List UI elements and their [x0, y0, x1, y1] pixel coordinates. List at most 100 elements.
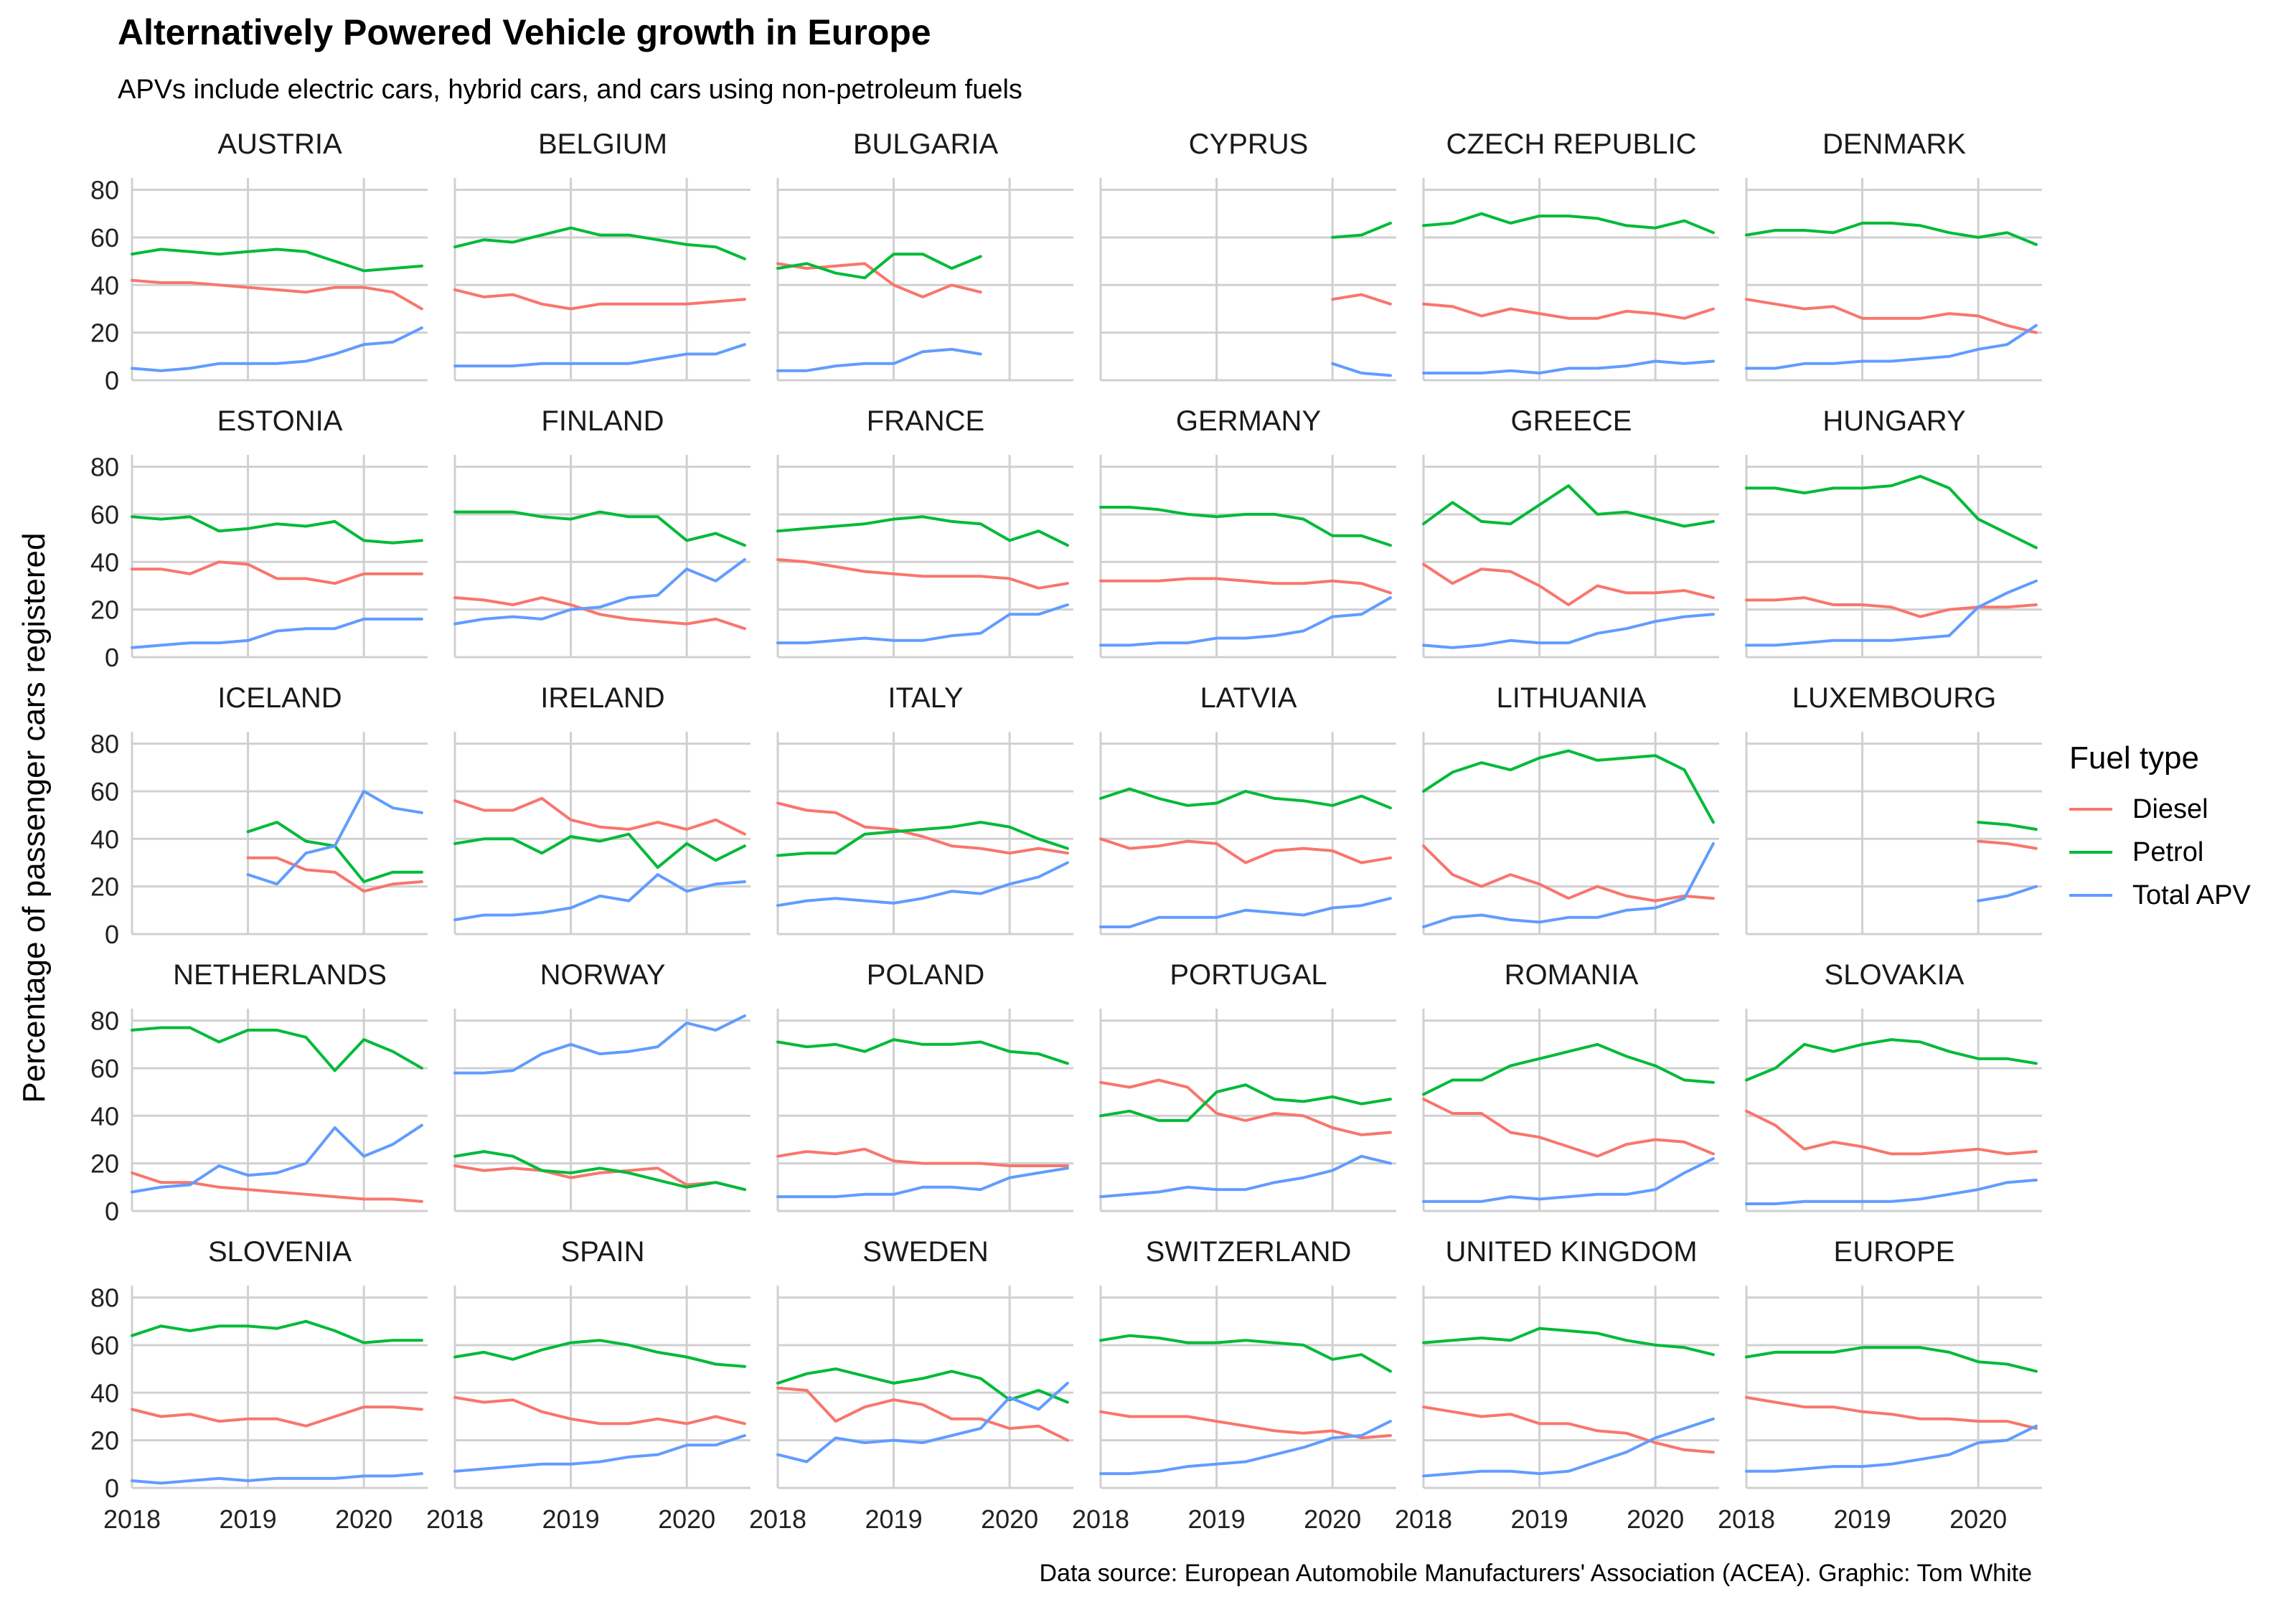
x-tick-label: 2020 — [1627, 1504, 1684, 1534]
series-line-petrol — [453, 1150, 746, 1192]
x-tick-label: 2020 — [335, 1504, 392, 1534]
x-tick-label: 2018 — [1718, 1504, 1775, 1534]
panel-title: DENMARK — [1822, 128, 1966, 160]
legend-label-total-apv: Total APV — [2132, 880, 2251, 910]
y-tick-label: 80 — [90, 176, 119, 205]
panel-netherlands: NETHERLANDS 0 20 40 60 80 — [90, 959, 428, 1226]
y-tick-label: 80 — [90, 730, 119, 759]
series-line-petrol — [1331, 222, 1392, 239]
series-line-total-apv — [1422, 842, 1715, 928]
x-tick-label: 2019 — [1188, 1504, 1246, 1534]
panel-title: POLAND — [867, 959, 985, 991]
series-line-total-apv — [776, 1382, 1069, 1464]
series-line-total-apv — [776, 347, 982, 372]
panel-finland: FINLAND — [453, 405, 751, 659]
x-tick-label: 2020 — [1304, 1504, 1361, 1534]
series-line-total-apv — [1099, 897, 1392, 928]
series-line-diesel — [776, 558, 1069, 590]
series-line-diesel — [1099, 1410, 1392, 1440]
x-tick-label: 2018 — [1072, 1504, 1129, 1534]
series-line-total-apv — [1099, 596, 1392, 647]
panel-title: SLOVAKIA — [1825, 959, 1965, 991]
series-line-petrol — [1422, 484, 1715, 528]
legend-item-diesel: Diesel — [2069, 788, 2251, 831]
series-line-total-apv — [1422, 1417, 1715, 1478]
series-line-diesel — [453, 596, 746, 631]
series-line-total-apv — [246, 789, 423, 886]
y-tick-label: 0 — [105, 1197, 119, 1226]
series-line-total-apv — [1422, 1157, 1715, 1203]
y-tick-label: 40 — [90, 547, 119, 577]
series-line-diesel — [1745, 1109, 2038, 1156]
series-line-diesel — [453, 1164, 746, 1192]
panel-title: UNITED KINGDOM — [1445, 1236, 1697, 1268]
series-line-petrol — [453, 1339, 746, 1368]
panel-title: EUROPE — [1834, 1236, 1955, 1268]
panel-portugal: PORTUGAL — [1099, 959, 1396, 1212]
series-line-diesel — [776, 262, 982, 298]
x-tick-label: 2020 — [658, 1504, 715, 1534]
panel-spain: SPAIN 2018 2019 2020 — [426, 1236, 751, 1534]
legend: Fuel type Diesel Petrol Total APV — [2069, 740, 2251, 917]
series-line-total-apv — [1745, 1178, 2038, 1205]
series-line-petrol — [1745, 1346, 2038, 1373]
x-tick-label: 2018 — [103, 1504, 161, 1534]
panel-title: CZECH REPUBLIC — [1446, 128, 1697, 160]
y-tick-label: 40 — [90, 824, 119, 854]
panel-latvia: LATVIA — [1099, 682, 1396, 936]
y-tick-label: 20 — [90, 1149, 119, 1179]
panel-greece: GREECE — [1422, 405, 1719, 659]
series-line-petrol — [776, 1038, 1069, 1065]
series-line-diesel — [131, 560, 423, 585]
panel-title: ITALY — [888, 682, 963, 714]
panel-title: SLOVENIA — [208, 1236, 352, 1268]
series-line-diesel — [1422, 562, 1715, 606]
panel-title: SWITZERLAND — [1146, 1236, 1352, 1268]
series-line-petrol — [1745, 474, 2038, 550]
series-line-total-apv — [776, 861, 1069, 908]
series-line-diesel — [246, 856, 423, 893]
series-line-total-apv — [131, 1472, 423, 1485]
panel-austria: AUSTRIA 0 20 40 60 80 — [90, 128, 428, 395]
series-line-petrol — [453, 832, 746, 870]
series-line-total-apv — [453, 558, 746, 626]
x-tick-label: 2018 — [749, 1504, 806, 1534]
panel-title: NETHERLANDS — [173, 959, 387, 991]
series-line-petrol — [776, 253, 982, 280]
series-line-total-apv — [1745, 324, 2038, 370]
panel-sweden: SWEDEN 2018 2019 2020 — [749, 1236, 1073, 1534]
series-line-diesel — [1422, 1405, 1715, 1454]
series-line-diesel — [1977, 839, 2038, 850]
series-line-petrol — [1099, 1083, 1392, 1122]
series-line-total-apv — [1422, 359, 1715, 374]
legend-label-diesel: Diesel — [2132, 793, 2208, 824]
series-line-total-apv — [776, 1167, 1069, 1199]
panel-switzerland: SWITZERLAND 2018 2019 2020 — [1072, 1236, 1396, 1534]
series-line-petrol — [1745, 222, 2038, 246]
y-tick-label: 0 — [105, 1474, 119, 1503]
y-tick-label: 0 — [105, 920, 119, 949]
series-line-diesel — [1422, 844, 1715, 903]
series-line-total-apv — [776, 603, 1069, 645]
y-tick-label: 40 — [90, 1378, 119, 1408]
panel-title: FINLAND — [541, 405, 664, 437]
series-line-diesel — [776, 1147, 1069, 1167]
panel-denmark: DENMARK — [1745, 128, 2042, 382]
series-line-diesel — [131, 1171, 423, 1203]
panel-title: IRELAND — [540, 682, 664, 714]
series-line-petrol — [1422, 1042, 1715, 1096]
panel-czech-republic: CZECH REPUBLIC — [1422, 128, 1719, 382]
series-line-diesel — [1099, 837, 1392, 864]
panel-title: GREECE — [1511, 405, 1632, 437]
y-tick-label: 60 — [90, 223, 119, 253]
x-tick-label: 2019 — [865, 1504, 923, 1534]
x-tick-label: 2019 — [220, 1504, 277, 1534]
panel-title: SWEDEN — [862, 1236, 989, 1268]
x-tick-label: 2018 — [426, 1504, 484, 1534]
chart-caption: Data source: European Automobile Manufac… — [1039, 1560, 2032, 1587]
series-line-diesel — [1099, 1078, 1392, 1136]
series-line-total-apv — [1331, 362, 1392, 377]
legend-item-petrol: Petrol — [2069, 831, 2251, 874]
x-tick-label: 2019 — [542, 1504, 600, 1534]
legend-title: Fuel type — [2069, 740, 2199, 776]
